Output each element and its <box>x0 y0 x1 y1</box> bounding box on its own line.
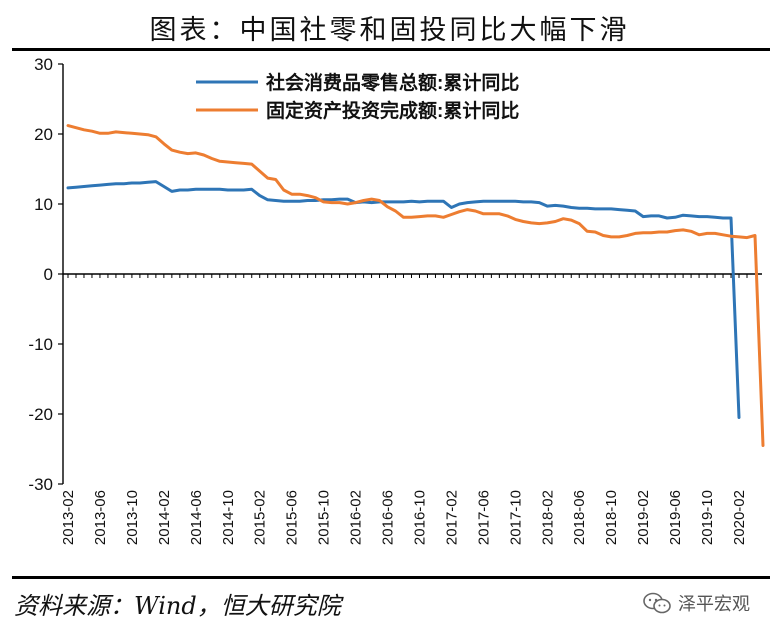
series-lines <box>66 124 765 447</box>
series-line-1 <box>66 180 741 419</box>
x-tick-label: 2018-02 <box>539 490 556 545</box>
watermark: 泽平宏观 <box>642 590 750 616</box>
legend-label-1: 社会消费品零售总额:累计同比 <box>265 71 519 94</box>
x-axis-tick-labels: 2013-02 2013-06 2013-10 2014-02 2014-06 2014-… <box>60 490 748 545</box>
x-tick-label: 2014-10 <box>220 490 237 545</box>
y-tick-label: -20 <box>28 405 53 424</box>
x-tick-label: 2019-10 <box>699 490 716 545</box>
x-tick-label: 2017-10 <box>507 490 524 545</box>
wechat-icon <box>643 592 671 614</box>
chart-axes <box>58 63 762 485</box>
bottom-rule <box>12 576 770 579</box>
x-tick-label: 2017-02 <box>443 490 460 545</box>
x-tick-label: 2014-06 <box>188 490 205 545</box>
y-tick-label: 10 <box>34 195 53 214</box>
x-tick-label: 2017-06 <box>475 490 492 545</box>
y-tick-label: 30 <box>34 55 53 74</box>
legend-label-2: 固定资产投资完成额:累计同比 <box>266 99 519 122</box>
x-tick-label: 2020-02 <box>731 490 748 545</box>
y-axis-tick-labels: 30 20 10 0 -10 -20 -30 <box>28 55 53 494</box>
source-note: 资料来源：Wind，恒大研究院 <box>14 592 341 620</box>
x-tick-label: 2015-06 <box>284 490 301 545</box>
x-tick-label: 2016-06 <box>380 490 397 545</box>
x-tick-label: 2018-10 <box>603 490 620 545</box>
y-tick-label: -10 <box>28 335 53 354</box>
y-tick-label: 20 <box>34 125 53 144</box>
x-tick-label: 2016-02 <box>348 490 365 545</box>
watermark-text: 泽平宏观 <box>678 594 750 615</box>
x-tick-label: 2015-02 <box>252 490 269 545</box>
x-tick-label: 2019-06 <box>667 490 684 545</box>
x-tick-label: 2013-06 <box>92 490 109 545</box>
x-tick-label: 2016-10 <box>411 490 428 545</box>
chart-title: 图表：中国社零和固投同比大幅下滑 <box>149 15 630 46</box>
x-tick-label: 2019-02 <box>635 490 652 545</box>
line-chart: 2013-02 2013-06 2013-10 2014-02 2014-06 2014-… <box>28 55 765 545</box>
x-tick-label: 2018-06 <box>571 490 588 545</box>
y-tick-label: 0 <box>44 265 53 284</box>
x-tick-label: 2013-10 <box>124 490 141 545</box>
x-tick-label: 2015-10 <box>316 490 333 545</box>
top-rule <box>12 48 770 51</box>
x-tick-label: 2014-02 <box>156 490 173 545</box>
x-tick-label: 2013-02 <box>60 490 77 545</box>
y-tick-label: -30 <box>28 475 53 494</box>
series-line-2 <box>66 124 765 447</box>
